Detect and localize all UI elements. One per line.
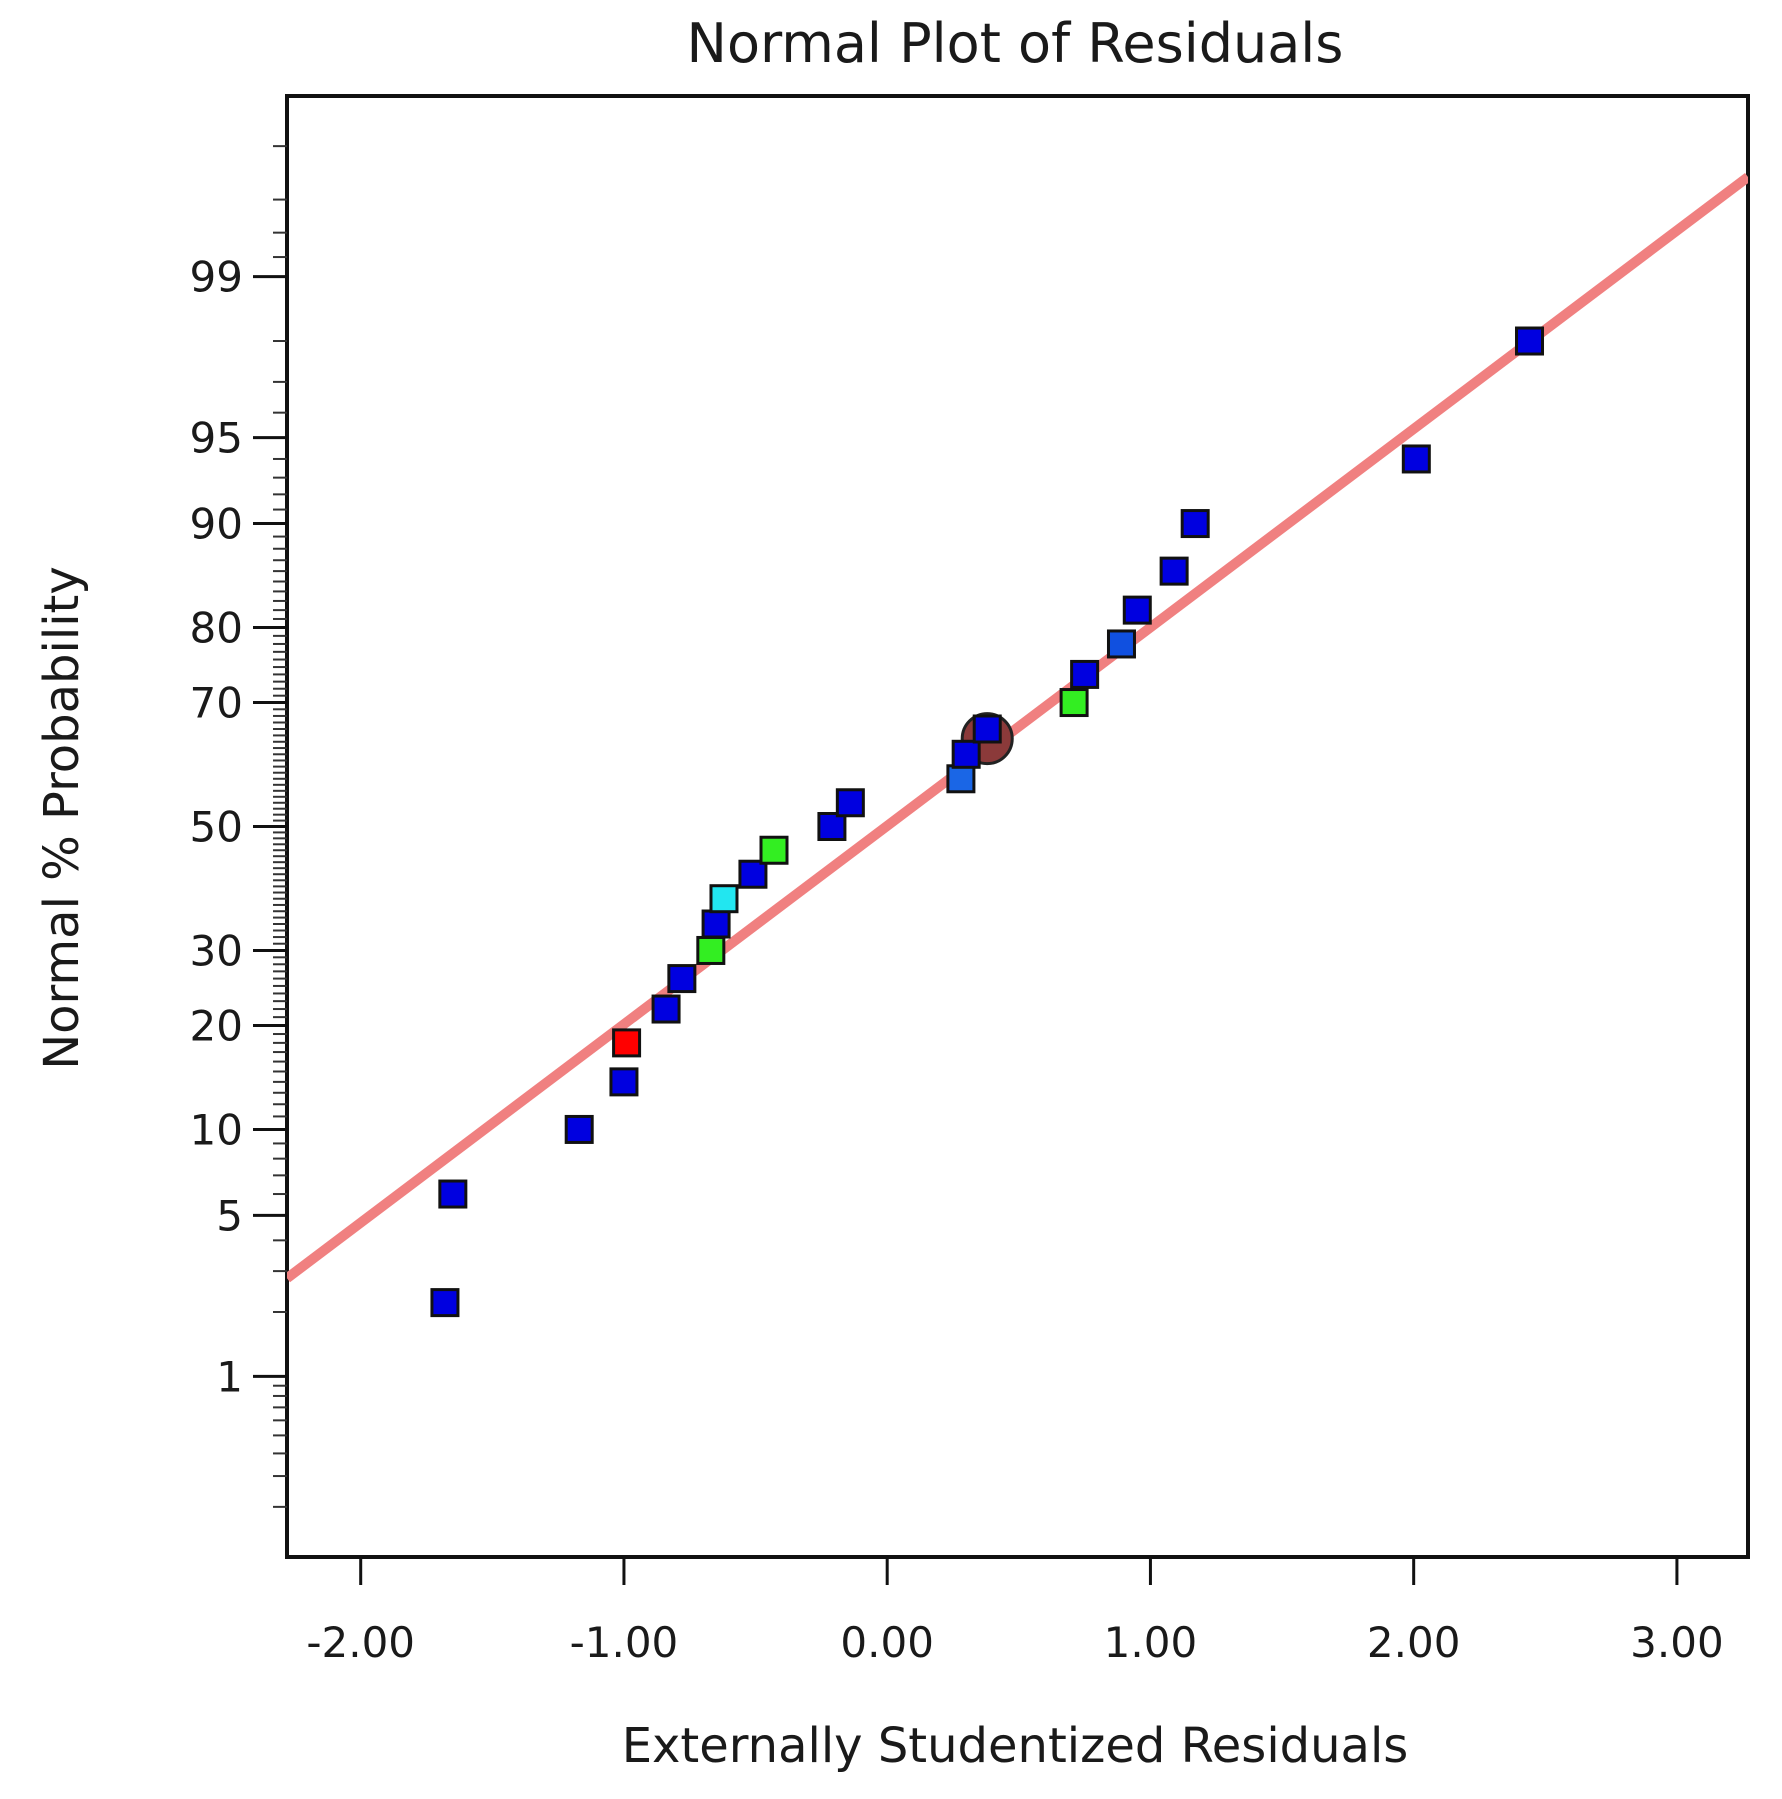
x-axis-label: Externally Studentized Residuals <box>622 1718 1409 1774</box>
y-tick-label: 70 <box>190 679 243 728</box>
data-point <box>696 935 726 965</box>
data-point <box>1106 629 1136 659</box>
data-point <box>946 764 976 794</box>
x-tick-label: 1.00 <box>1104 1618 1198 1667</box>
x-tick-label: 0.00 <box>840 1618 934 1667</box>
y-axis-label: Normal % Probability <box>34 566 90 1070</box>
data-point <box>759 835 789 865</box>
data-point <box>612 1028 642 1058</box>
data-point <box>1122 595 1152 625</box>
y-tick-label: 80 <box>190 604 243 653</box>
data-point <box>564 1114 594 1144</box>
x-tick-label: -2.00 <box>306 1618 415 1667</box>
data-point <box>1059 688 1089 718</box>
data-point <box>667 964 697 994</box>
plot-area: 1 5 10 20 30 50 70 80 90 95 99 -2.00 -1.00 0.00 1.00 2.… <box>190 94 1750 1667</box>
data-point <box>609 1067 639 1097</box>
data-point <box>835 788 865 818</box>
y-tick-label: 5 <box>216 1191 243 1240</box>
y-tick-label: 90 <box>190 500 243 549</box>
x-tick-label: -1.00 <box>570 1618 679 1667</box>
x-tick-label: 3.00 <box>1630 1618 1724 1667</box>
chart-title: Normal Plot of Residuals <box>687 12 1344 75</box>
data-point <box>817 812 847 841</box>
y-tick-label: 20 <box>190 1001 243 1050</box>
data-point <box>430 1288 460 1318</box>
y-tick-label: 10 <box>190 1105 243 1154</box>
data-point <box>1159 556 1189 586</box>
data-point <box>651 994 681 1024</box>
data-point <box>709 884 739 914</box>
plot-frame <box>285 94 1750 1559</box>
data-point <box>438 1179 468 1209</box>
y-tick-label: 99 <box>190 253 243 302</box>
data-point <box>1515 326 1545 356</box>
data-point <box>701 909 731 939</box>
data-point <box>1180 509 1210 539</box>
y-tick-label: 30 <box>190 926 243 975</box>
data-point <box>738 859 768 889</box>
x-tick-label: 2.00 <box>1367 1618 1461 1667</box>
data-point <box>951 739 981 769</box>
y-tick-label: 95 <box>190 414 243 463</box>
reference-line <box>287 172 1748 1283</box>
y-tick-label: 50 <box>190 803 243 852</box>
data-point <box>1070 659 1100 689</box>
data-point <box>972 714 1002 744</box>
data-point <box>1401 444 1431 474</box>
y-tick-label: 1 <box>216 1352 243 1401</box>
